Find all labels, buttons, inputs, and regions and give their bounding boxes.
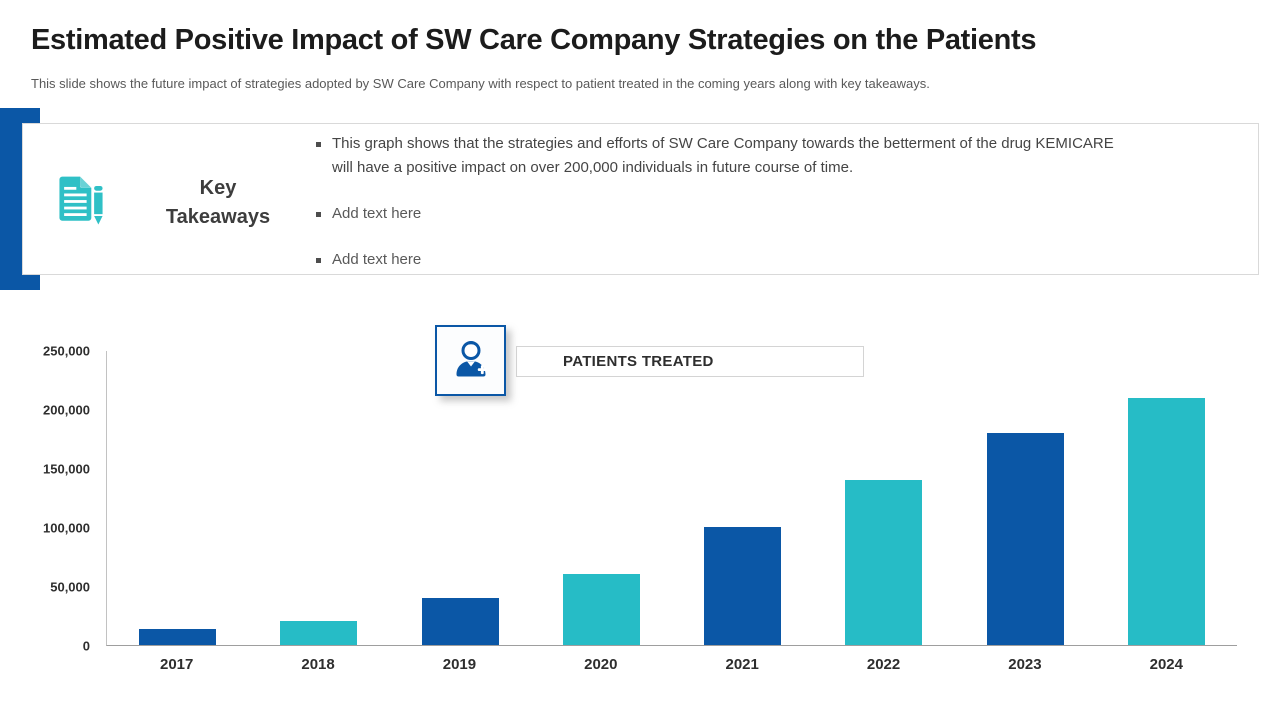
- chart-category-2021: [672, 351, 813, 645]
- y-axis-tick-label: 0: [82, 638, 90, 654]
- slide-subtitle: This slide shows the future impact of st…: [31, 76, 930, 91]
- bullet-text: Add text here: [332, 205, 422, 222]
- chart-category-2018: [248, 351, 389, 645]
- bar-2021: [704, 527, 782, 645]
- chart-category-2019: [390, 351, 531, 645]
- x-axis-label-2023: 2023: [1008, 656, 1042, 673]
- document-pen-icon: [51, 171, 111, 231]
- x-axis-label-2017: 2017: [160, 656, 194, 673]
- x-axis-label-2019: 2019: [442, 656, 477, 673]
- chart-category-2024: [1096, 351, 1237, 645]
- chart-category-2023: [955, 351, 1096, 645]
- bullet-item[interactable]: Add text here: [316, 248, 1240, 272]
- bullet-square-icon: [316, 212, 321, 217]
- key-takeaways-heading-line2: Takeaways: [165, 206, 271, 228]
- x-axis-label-2022: 2022: [866, 656, 901, 673]
- bar-2024: [1127, 398, 1205, 645]
- chart-category-2020: [531, 351, 672, 645]
- add-patient-icon-box: [435, 325, 506, 396]
- bullet-square-icon: [316, 258, 321, 263]
- y-axis-tick-label: 150,000: [43, 461, 90, 477]
- chart-plot: [106, 351, 1237, 646]
- chart-title-box: PATIENTS TREATED: [516, 346, 864, 377]
- bar-2018: [280, 621, 358, 645]
- bullet-text: This graph shows that the strategies and…: [332, 135, 1114, 176]
- bullet-text: Add text here: [332, 251, 422, 268]
- chart-title: PATIENTS TREATED: [563, 353, 714, 370]
- bullet-square-icon: [316, 142, 321, 147]
- bullet-item[interactable]: Add text here: [316, 202, 1240, 226]
- chart-category-2022: [813, 351, 954, 645]
- bar-2022: [845, 480, 923, 645]
- y-axis: 0 50,000 100,000 150,000 200,000 250,000: [28, 344, 90, 654]
- key-takeaways-heading: Key Takeaways: [136, 174, 300, 232]
- y-axis-tick-label: 100,000: [43, 520, 90, 536]
- key-takeaways-heading-line1: Key: [199, 177, 237, 199]
- x-axis: 2017 2018 2019 2020 2021 2022 2023 2024: [106, 656, 1237, 673]
- y-axis-tick-label: 200,000: [43, 402, 90, 418]
- y-axis-tick-label: 50,000: [50, 579, 90, 595]
- slide-title: Estimated Positive Impact of SW Care Com…: [31, 24, 1037, 56]
- bar-2019: [421, 597, 499, 645]
- chart-category-2017: [107, 351, 248, 645]
- x-axis-label-2021: 2021: [725, 656, 759, 673]
- x-axis-label-2018: 2018: [301, 656, 335, 673]
- key-takeaways-bullets: This graph shows that the strategies and…: [316, 132, 1240, 294]
- bar-2017: [139, 628, 217, 645]
- x-axis-label-2024: 2024: [1149, 656, 1183, 673]
- bar-2020: [562, 574, 640, 645]
- y-axis-tick-label: 250,000: [43, 343, 90, 359]
- add-patient-icon: [447, 334, 495, 387]
- key-takeaways-panel: Key Takeaways This graph shows that the …: [22, 123, 1259, 275]
- bar-2023: [986, 433, 1064, 645]
- bullet-item: This graph shows that the strategies and…: [316, 132, 1240, 180]
- x-axis-label-2020: 2020: [584, 656, 618, 673]
